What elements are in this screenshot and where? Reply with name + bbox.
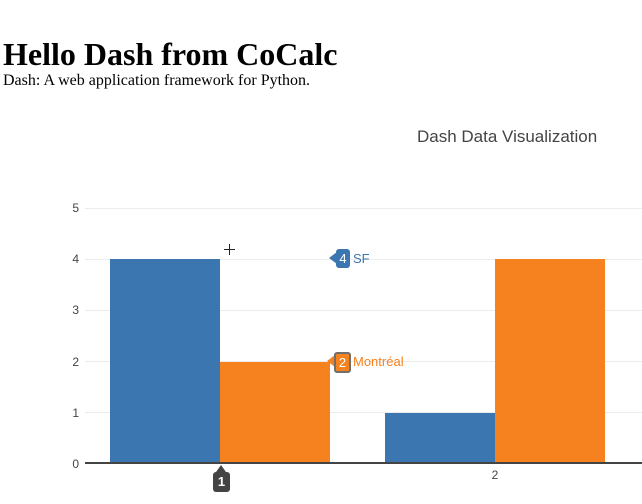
bar-montreal-x1[interactable]: [220, 361, 330, 464]
x-tick-label-2: 2: [491, 468, 499, 482]
page-description: Dash: A web application framework for Py…: [3, 72, 311, 89]
gridline-y1: [85, 412, 642, 414]
y-tick-label-4: 4: [72, 252, 79, 267]
bar-sf-x1[interactable]: [110, 259, 220, 464]
page-heading: Hello Dash from CoCalc: [3, 36, 338, 73]
x-hover-badge-caret-icon: [216, 465, 226, 472]
crosshair-cursor-icon: [229, 244, 230, 255]
hover-arrow-icon-montreal: [327, 355, 335, 367]
gridline-y2: [85, 361, 642, 363]
plot-area[interactable]: Dash Data Visualization 0 1 2 3 4 5 1 2 4 2 SF Mont…: [0, 110, 642, 504]
hover-value-sf: 4: [336, 249, 350, 268]
gridline-y4: [85, 258, 642, 260]
bar-montreal-x2[interactable]: [495, 259, 605, 464]
y-tick-label-1: 1: [72, 405, 79, 420]
x-hover-badge: 1: [213, 472, 230, 492]
gridline-y3: [85, 309, 642, 311]
x-axis-zero-line: [85, 462, 642, 464]
chart-title: Dash Data Visualization: [417, 127, 598, 146]
hover-name-montreal: Montréal: [353, 354, 404, 369]
hover-arrow-icon-sf: [329, 252, 337, 264]
y-tick-label-0: 0: [72, 457, 79, 471]
bar-sf-x2[interactable]: [385, 412, 495, 464]
y-tick-label-5: 5: [72, 201, 79, 215]
gridline-y5: [85, 207, 642, 209]
y-tick-label-2: 2: [72, 354, 79, 369]
hover-name-sf: SF: [353, 251, 370, 266]
y-tick-label-3: 3: [72, 303, 79, 318]
hover-value-montreal: 2: [334, 352, 351, 373]
